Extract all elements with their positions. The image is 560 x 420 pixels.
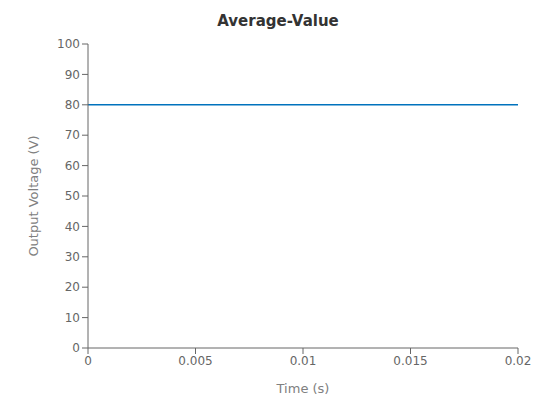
svg-text:0: 0 (84, 354, 92, 368)
svg-text:70: 70 (65, 128, 80, 142)
svg-text:0.02: 0.02 (505, 354, 532, 368)
svg-text:60: 60 (65, 159, 80, 173)
svg-text:100: 100 (57, 37, 80, 51)
svg-text:0: 0 (72, 341, 80, 355)
html-text:Average-Value: Average-Value (217, 12, 339, 30)
svg-text:20: 20 (65, 280, 80, 294)
svg-text:0.005: 0.005 (178, 354, 212, 368)
svg-text:90: 90 (65, 68, 80, 82)
svg-text:Output Voltage (V): Output Voltage (V) (26, 135, 41, 256)
svg-text:0.01: 0.01 (290, 354, 317, 368)
svg-text:10: 10 (65, 311, 80, 325)
svg-text:30: 30 (65, 250, 80, 264)
svg-text:80: 80 (65, 98, 80, 112)
svg-text:0.015: 0.015 (393, 354, 427, 368)
svg-text:50: 50 (65, 189, 80, 203)
svg-text:Time (s): Time (s) (276, 381, 330, 396)
svg-text:40: 40 (65, 220, 80, 234)
